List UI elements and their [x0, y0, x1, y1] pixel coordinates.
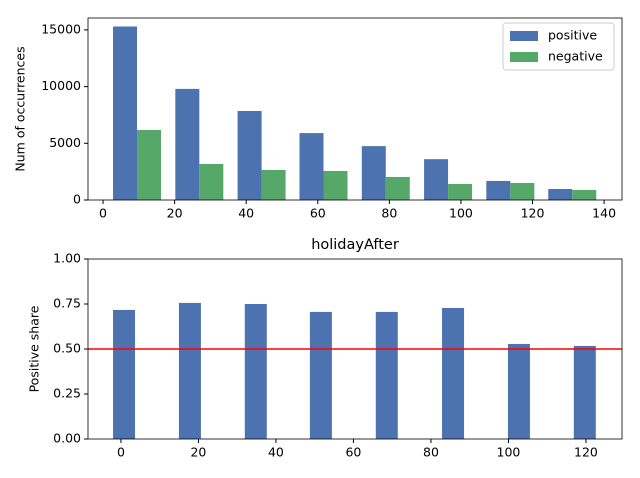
legend-label: negative [548, 49, 603, 64]
y-tick-label: 0.50 [53, 341, 81, 356]
y-tick-label: 0.75 [53, 296, 81, 311]
x-tick-label: 80 [381, 206, 397, 221]
x-tick-label: 0 [117, 445, 125, 460]
x-tick-label: 60 [310, 206, 326, 221]
y-tick-label: 15000 [41, 21, 81, 36]
bar [385, 176, 410, 200]
y-axis-label: Num of occurrences [13, 46, 28, 171]
bar [424, 159, 449, 200]
y-tick-label: 5000 [49, 135, 81, 150]
x-tick-label: 80 [423, 445, 439, 460]
bar [178, 302, 201, 439]
bar [375, 311, 398, 439]
bar [175, 88, 200, 200]
bar [507, 343, 530, 439]
bar [323, 170, 348, 200]
x-tick-label: 40 [268, 445, 284, 460]
chart-title: holidayAfter [311, 237, 399, 253]
bar [137, 129, 162, 200]
bar [510, 182, 535, 200]
bar [299, 133, 324, 200]
x-tick-label: 120 [574, 445, 598, 460]
bar [237, 110, 262, 200]
x-tick-label: 0 [99, 206, 107, 221]
x-tick-label: 100 [497, 445, 521, 460]
bar [361, 146, 386, 200]
y-tick-label: 0 [73, 192, 81, 207]
y-tick-label: 1.00 [53, 251, 81, 266]
x-tick-label: 140 [592, 206, 616, 221]
legend-swatch [510, 31, 538, 41]
bar [548, 189, 573, 200]
x-tick-label: 20 [167, 206, 183, 221]
bar [244, 304, 267, 439]
x-tick-label: 60 [345, 445, 361, 460]
y-tick-label: 10000 [41, 78, 81, 93]
bar [261, 169, 286, 200]
x-tick-label: 120 [521, 206, 545, 221]
bar [448, 184, 473, 200]
x-tick-label: 100 [449, 206, 473, 221]
bar [113, 26, 138, 201]
y-tick-label: 0.25 [53, 386, 81, 401]
bar [486, 180, 511, 200]
x-tick-label: 20 [190, 445, 206, 460]
y-axis-label: Positive share [27, 305, 42, 392]
bar [199, 163, 224, 200]
y-tick-label: 0.00 [53, 431, 81, 446]
x-tick-label: 40 [238, 206, 254, 221]
bar [573, 345, 596, 439]
bar [309, 311, 332, 439]
bar [442, 307, 465, 439]
bar [572, 190, 597, 200]
legend-label: positive [548, 28, 597, 43]
axes-frame [87, 17, 623, 201]
legend-swatch [510, 52, 538, 62]
bar [113, 309, 136, 439]
